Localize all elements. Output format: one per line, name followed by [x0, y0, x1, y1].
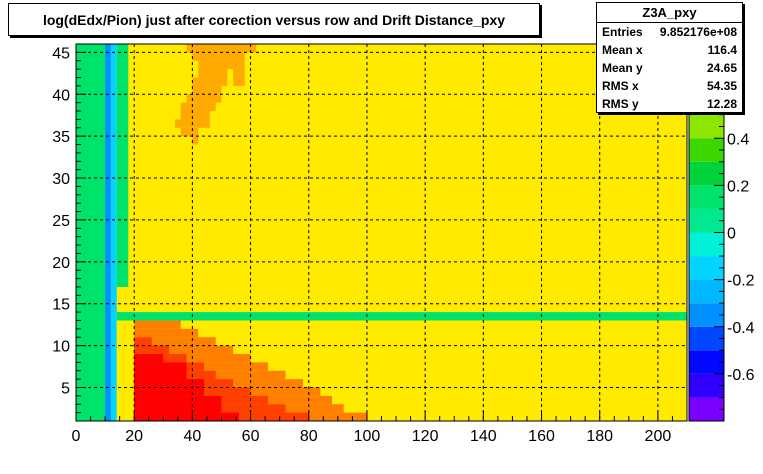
heatmap-cell [186, 44, 257, 53]
y-tick-label: 15 [52, 297, 70, 314]
heatmap-cell [180, 102, 216, 112]
palette-band [689, 185, 724, 209]
palette-tick-label: -0.6 [727, 367, 755, 384]
heatmap-cell [134, 345, 234, 354]
y-tick-label: 25 [52, 213, 70, 230]
heatmap-cell [105, 44, 111, 421]
y-tick-label: 45 [52, 45, 70, 62]
heatmap-cell [192, 52, 245, 61]
heatmap-cell [233, 60, 245, 86]
palette-tick-label: 0 [727, 226, 736, 243]
x-tick-label: 120 [412, 428, 439, 445]
palette-band [689, 256, 724, 280]
palette-band [689, 161, 724, 186]
palette-band [689, 114, 724, 139]
heatmap-cells [76, 44, 687, 421]
x-tick-label: 0 [72, 428, 81, 445]
stats-row-entries: Entries 9.852176e+08 [597, 23, 742, 41]
palette-band [689, 303, 724, 327]
heatmap-cell [110, 44, 117, 421]
stats-value: 54.35 [706, 79, 737, 93]
palette-band [689, 397, 724, 421]
axes: 0 20 40 60 80 100 120 140 160 180 200 5 10 15 20 25 30 35… [52, 43, 688, 445]
y-tick-label: 20 [52, 255, 70, 272]
stats-label: RMS y [602, 97, 639, 111]
palette-band [689, 138, 724, 162]
x-tick-label: 180 [586, 428, 613, 445]
heatmap-cell [134, 412, 239, 421]
heatmap-cell [134, 353, 164, 363]
heatmap-cell [180, 111, 210, 120]
heatmap-cell [116, 44, 129, 287]
heatmap-cell [128, 44, 135, 287]
x-tick-label: 140 [470, 428, 497, 445]
heatmap-cell [186, 94, 222, 103]
y-tick-label: 5 [61, 380, 70, 397]
palette-band [689, 373, 724, 398]
heatmap-cell [76, 44, 106, 421]
stats-value: 116.4 [707, 43, 737, 57]
stats-label: Mean x [602, 43, 643, 57]
x-tick-label: 100 [354, 428, 381, 445]
stats-box: Z3A_pxy Entries 9.852176e+08 Mean x 116.… [596, 2, 743, 113]
palette-band [689, 232, 724, 257]
x-tick-label: 40 [183, 428, 201, 445]
heatmap-cell [134, 328, 199, 338]
color-palette: -0.6 -0.4 -0.2 0 0.2 0.4 [688, 43, 755, 422]
heatmap-cell [134, 345, 170, 354]
heatmap-cell [134, 379, 205, 396]
stats-row-mean-x: Mean x 116.4 [597, 41, 742, 59]
heatmap-cell [134, 337, 216, 346]
y-tick-label: 35 [52, 129, 70, 146]
heatmap-cell [198, 69, 228, 78]
stats-value: 9.852176e+08 [659, 25, 737, 39]
grid-lines [76, 44, 687, 421]
heatmap-cell [192, 136, 199, 145]
palette-tick-label: -0.4 [727, 320, 755, 337]
heatmap-cell [192, 77, 228, 86]
x-tick-label: 200 [645, 428, 672, 445]
x-tick-label: 160 [528, 428, 555, 445]
y-tick-label: 30 [52, 171, 70, 188]
x-tick-label: 60 [242, 428, 260, 445]
stats-label: Mean y [602, 61, 643, 75]
palette-band [689, 350, 724, 374]
palette-tick-label: 0.4 [727, 131, 749, 148]
palette-band [689, 208, 724, 233]
heatmap-cell [198, 60, 234, 70]
heatmap-cell [180, 127, 199, 137]
palette-tick-label: -0.2 [727, 273, 755, 290]
palette-band [689, 279, 724, 304]
stats-label: RMS x [602, 79, 639, 93]
stats-row-rms-x: RMS x 54.35 [597, 77, 742, 95]
heatmap-cell [134, 320, 181, 329]
stats-value: 12.28 [706, 97, 737, 111]
stats-row-rms-y: RMS y 12.28 [597, 95, 742, 113]
stats-value: 24.65 [706, 61, 737, 75]
heatmap-cell [134, 337, 152, 346]
heatmap-cell [116, 312, 687, 321]
heatmap-cell [134, 395, 222, 413]
heatmap-cell [134, 362, 187, 380]
chart-title: log(dEdx/Pion) just after corection vers… [8, 3, 540, 36]
y-tick-label: 10 [52, 339, 70, 356]
stats-label: Entries [602, 25, 643, 39]
x-tick-label: 80 [300, 428, 318, 445]
heatmap-cell [116, 320, 135, 421]
y-tick-label: 40 [52, 87, 70, 104]
x-tick-label: 20 [125, 428, 143, 445]
stats-histogram-name: Z3A_pxy [597, 3, 742, 23]
heatmap-cell [192, 85, 222, 95]
stats-row-mean-y: Mean y 24.65 [597, 59, 742, 77]
palette-tick-label: 0.2 [727, 178, 749, 195]
palette-band [689, 326, 724, 351]
